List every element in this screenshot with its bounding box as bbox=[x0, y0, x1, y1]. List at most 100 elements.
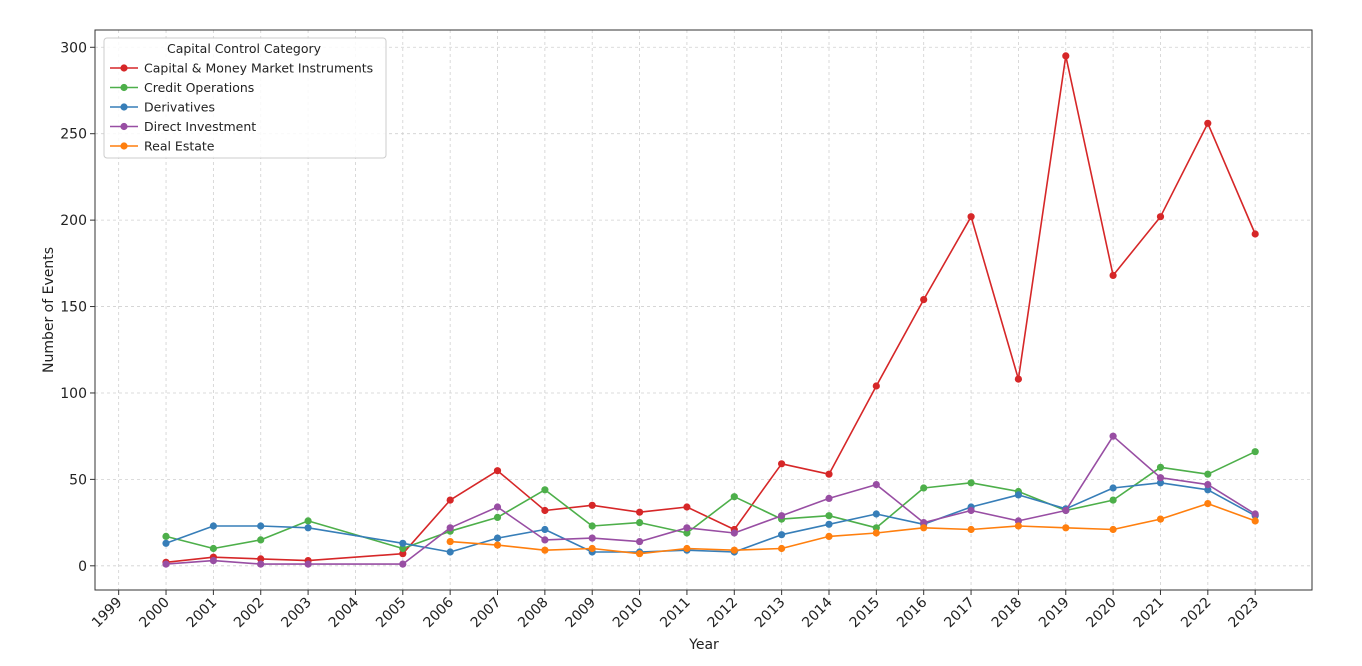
series-direct-investment bbox=[162, 432, 1259, 568]
legend-marker bbox=[120, 103, 128, 111]
data-point bbox=[920, 524, 928, 532]
data-point bbox=[257, 555, 265, 563]
data-point bbox=[636, 519, 644, 527]
legend-marker bbox=[120, 64, 128, 72]
data-point bbox=[1204, 119, 1212, 127]
data-point bbox=[304, 524, 312, 532]
data-point bbox=[683, 503, 691, 511]
data-point bbox=[967, 506, 975, 515]
data-point bbox=[1014, 491, 1023, 499]
x-tick-label: 2018 bbox=[989, 595, 1026, 632]
data-point bbox=[872, 510, 880, 518]
data-point bbox=[778, 544, 786, 553]
data-point bbox=[541, 536, 549, 544]
data-point bbox=[1156, 474, 1165, 482]
x-tick-label: 2009 bbox=[563, 595, 600, 632]
legend-title: Capital Control Category bbox=[167, 41, 322, 56]
data-point bbox=[1109, 432, 1117, 440]
data-point bbox=[1109, 271, 1117, 279]
data-point bbox=[683, 544, 691, 553]
data-point bbox=[872, 524, 880, 532]
data-point bbox=[825, 520, 833, 528]
data-point bbox=[1014, 375, 1023, 383]
data-point bbox=[1251, 448, 1259, 456]
data-point bbox=[636, 538, 644, 546]
data-point bbox=[967, 525, 975, 534]
data-point bbox=[209, 557, 217, 565]
x-tick-label: 2007 bbox=[468, 595, 505, 632]
y-tick-label: 200 bbox=[60, 213, 87, 229]
legend-label: Capital & Money Market Instruments bbox=[144, 61, 373, 76]
data-point bbox=[209, 522, 217, 530]
data-point bbox=[778, 531, 786, 539]
data-point bbox=[588, 544, 596, 553]
y-tick-label: 100 bbox=[60, 386, 87, 402]
data-point bbox=[162, 532, 170, 541]
data-point bbox=[825, 512, 833, 520]
data-point bbox=[825, 494, 833, 502]
data-point bbox=[541, 546, 549, 554]
data-point bbox=[162, 560, 170, 568]
data-point bbox=[1062, 52, 1070, 60]
data-point bbox=[257, 536, 265, 544]
data-point bbox=[1062, 506, 1070, 515]
x-tick-label: 2013 bbox=[752, 595, 789, 632]
series-line bbox=[165, 435, 1256, 565]
x-tick-label: 2000 bbox=[136, 595, 173, 632]
data-point bbox=[1251, 517, 1259, 525]
x-tick-label: 2003 bbox=[278, 595, 315, 632]
data-point bbox=[399, 544, 407, 553]
y-tick-label: 0 bbox=[78, 559, 87, 575]
legend-item: Real Estate bbox=[110, 139, 215, 154]
data-point bbox=[399, 539, 407, 547]
data-point bbox=[1156, 213, 1165, 221]
legend-marker bbox=[120, 83, 128, 92]
x-tick-label: 2014 bbox=[799, 594, 836, 631]
legend-item: Direct Investment bbox=[110, 119, 256, 134]
x-axis-label: Year bbox=[688, 637, 719, 653]
series-line bbox=[165, 450, 1256, 550]
x-tick-label: 2002 bbox=[231, 595, 268, 632]
grid-layer bbox=[95, 30, 1312, 590]
data-point bbox=[493, 513, 502, 522]
data-point bbox=[872, 529, 880, 537]
legend-item: Derivatives bbox=[110, 100, 215, 115]
data-point bbox=[825, 532, 833, 541]
data-point bbox=[1156, 515, 1165, 523]
legend-marker bbox=[120, 142, 128, 150]
data-point bbox=[588, 501, 596, 509]
y-tick-label: 150 bbox=[60, 300, 87, 316]
data-point bbox=[541, 486, 549, 494]
x-tick-label: 2021 bbox=[1131, 595, 1168, 632]
data-point bbox=[493, 541, 502, 549]
x-tick-label: 2019 bbox=[1036, 595, 1073, 632]
data-point bbox=[493, 534, 502, 542]
series-real-estate bbox=[446, 500, 1259, 558]
data-point bbox=[920, 484, 928, 492]
data-point bbox=[257, 560, 265, 568]
legend-item: Credit Operations bbox=[110, 80, 254, 95]
data-point bbox=[399, 560, 407, 568]
legend: Capital Control Category Capital & Money… bbox=[103, 37, 387, 159]
x-tick-label: 2012 bbox=[705, 595, 742, 632]
data-point bbox=[778, 460, 786, 468]
x-tick-label: 2022 bbox=[1178, 595, 1215, 632]
series-line bbox=[450, 502, 1256, 555]
data-point bbox=[1204, 500, 1212, 508]
data-point bbox=[541, 506, 549, 515]
legend-label: Derivatives bbox=[144, 100, 215, 115]
series-layer bbox=[162, 52, 1259, 568]
y-axis: 0 50 100 150 200 250 300 bbox=[60, 40, 95, 575]
data-point bbox=[967, 479, 975, 487]
data-point bbox=[730, 529, 738, 537]
data-point bbox=[730, 546, 738, 554]
y-tick-label: 250 bbox=[60, 127, 87, 143]
data-point bbox=[872, 382, 880, 390]
legend-label: Real Estate bbox=[144, 139, 215, 154]
x-tick-label: 2015 bbox=[847, 595, 884, 632]
data-point bbox=[683, 529, 691, 537]
x-tick-label: 2016 bbox=[894, 594, 931, 631]
y-axis-label: Number of Events bbox=[41, 247, 57, 373]
data-point bbox=[588, 522, 596, 530]
data-point bbox=[446, 538, 454, 546]
